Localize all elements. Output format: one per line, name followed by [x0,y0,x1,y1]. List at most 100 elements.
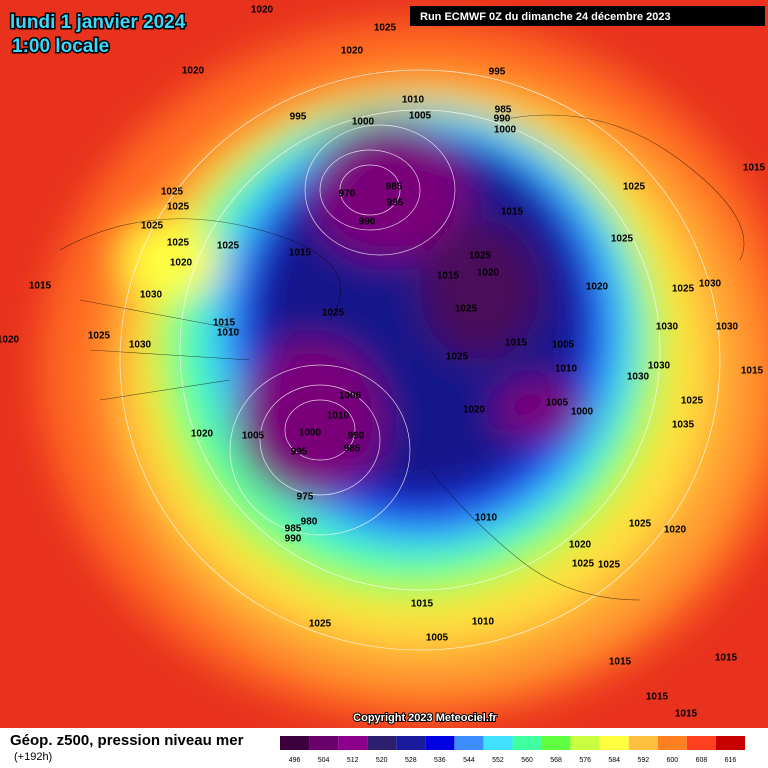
isobar-label: 1005 [242,431,265,442]
isobar-label: 1025 [469,251,492,262]
isobar-label: 990 [494,114,511,125]
isobar-label: 1030 [648,361,671,372]
isobar-label: 1015 [743,163,766,174]
isobar-label: 1000 [352,117,375,128]
colorbar-swatch [280,736,310,750]
colorbar-label: 608 [696,757,708,764]
colorbar-swatch [715,736,745,750]
isobar-label: 985 [285,524,302,535]
isobar-label: 1015 [741,366,764,377]
colorbar-swatch [309,736,339,750]
isobar-label: 1015 [675,709,698,720]
isobar-label: 990 [348,431,365,442]
colorbar-swatch [367,736,397,750]
isobar-label: 1015 [505,338,528,349]
isobar-label: 1015 [501,207,524,218]
isobar-label: 1015 [646,692,669,703]
isobar-label: 985 [495,105,512,116]
colorbar-label: 496 [289,757,301,764]
isobar-label: 1000 [494,125,517,136]
isobar-label: 1015 [437,271,460,282]
isobar-label: 1025 [309,619,332,630]
colorbar-label: 616 [725,757,737,764]
colorbar-label: 504 [318,757,330,764]
colorbar-label: 544 [463,757,475,764]
isobar-label: 1010 [217,328,240,339]
colorbar-swatch [570,736,600,750]
colorbar-swatch [541,736,571,750]
isobar-label: 985 [386,182,403,193]
isobar-label: 1015 [213,318,236,329]
isobar-label: 1010 [472,617,495,628]
isobar-label: 1025 [598,560,621,571]
isobar-label: 1030 [129,340,152,351]
isobar-label: 1030 [716,322,739,333]
isobar-label: 1010 [555,364,578,375]
isobar-label: 1000 [571,407,594,418]
isobar-label: 1020 [0,335,20,346]
isobar-label: 1005 [546,398,569,409]
colorbar-swatch [512,736,542,750]
colorbar-label: 568 [550,757,562,764]
isobar-label: 1020 [569,540,592,551]
colorbar-label: 600 [667,757,679,764]
isobar-label: 990 [285,534,302,545]
colorbar-swatch [396,736,426,750]
isobar-label: 1010 [402,95,425,106]
isobar-label: 1010 [327,411,350,422]
isobar-label: 1025 [167,202,190,213]
colorbar-label: 576 [579,757,591,764]
run-info: Run ECMWF 0Z du dimanche 24 décembre 202… [420,11,671,23]
isobar-label: 985 [344,444,361,455]
isobar-label: 980 [301,517,318,528]
isobar-label: 1030 [656,322,679,333]
isobar-label: 1030 [627,372,650,383]
isobar-label: 1025 [217,241,240,252]
isobar-label: 1020 [182,66,205,77]
colorbar-swatch [686,736,716,750]
colorbar-swatch [454,736,484,750]
isobar-label: 1010 [475,513,498,524]
legend-title: Géop. z500, pression niveau mer [10,732,244,749]
isobar-label: 995 [387,198,404,209]
isobar-label: 1005 [409,111,432,122]
isobar-label: 1020 [341,46,364,57]
colorbar-swatch [628,736,658,750]
isobar-label: 1035 [672,420,695,431]
copyright: Copyright 2023 Meteociel.fr [353,712,497,724]
isobar-label: 1025 [455,304,478,315]
isobar-label: 1020 [251,5,274,16]
isobar-label: 1005 [552,340,575,351]
colorbar-label: 584 [608,757,620,764]
isobar-label: 1015 [715,653,738,664]
isobar-label: 1020 [664,525,687,536]
colorbar-label: 552 [492,757,504,764]
colorbar-label: 520 [376,757,388,764]
colorbar-label: 560 [521,757,533,764]
isobar-label: 1020 [477,268,500,279]
isobar-label: 1025 [374,23,397,34]
isobar-label: 1030 [699,279,722,290]
isobar-label: 1005 [426,633,449,644]
isobar-label: 975 [297,492,314,503]
isobar-label: 995 [291,447,308,458]
colorbar-swatch [483,736,513,750]
colorbar-swatch [425,736,455,750]
isobar-label: 1020 [191,429,214,440]
isobar-label: 1025 [672,284,695,295]
map-field [0,0,768,728]
isobar-label: 995 [489,67,506,78]
isobar-label: 1006 [339,391,362,402]
lead-time: (+192h) [14,751,52,763]
colorbar: 496 504 512 520 528 536 544 552 560 568 576 584 592 6… [280,736,745,764]
colorbar-label: 536 [434,757,446,764]
isobar-label: 1015 [29,281,52,292]
isobar-label: 1025 [446,352,469,363]
isobar-label: 1015 [411,599,434,610]
isobar-label: 1015 [609,657,632,668]
isobar-label: 1020 [170,258,193,269]
colorbar-label: 512 [347,757,359,764]
local-time: 1:00 locale [12,36,109,57]
